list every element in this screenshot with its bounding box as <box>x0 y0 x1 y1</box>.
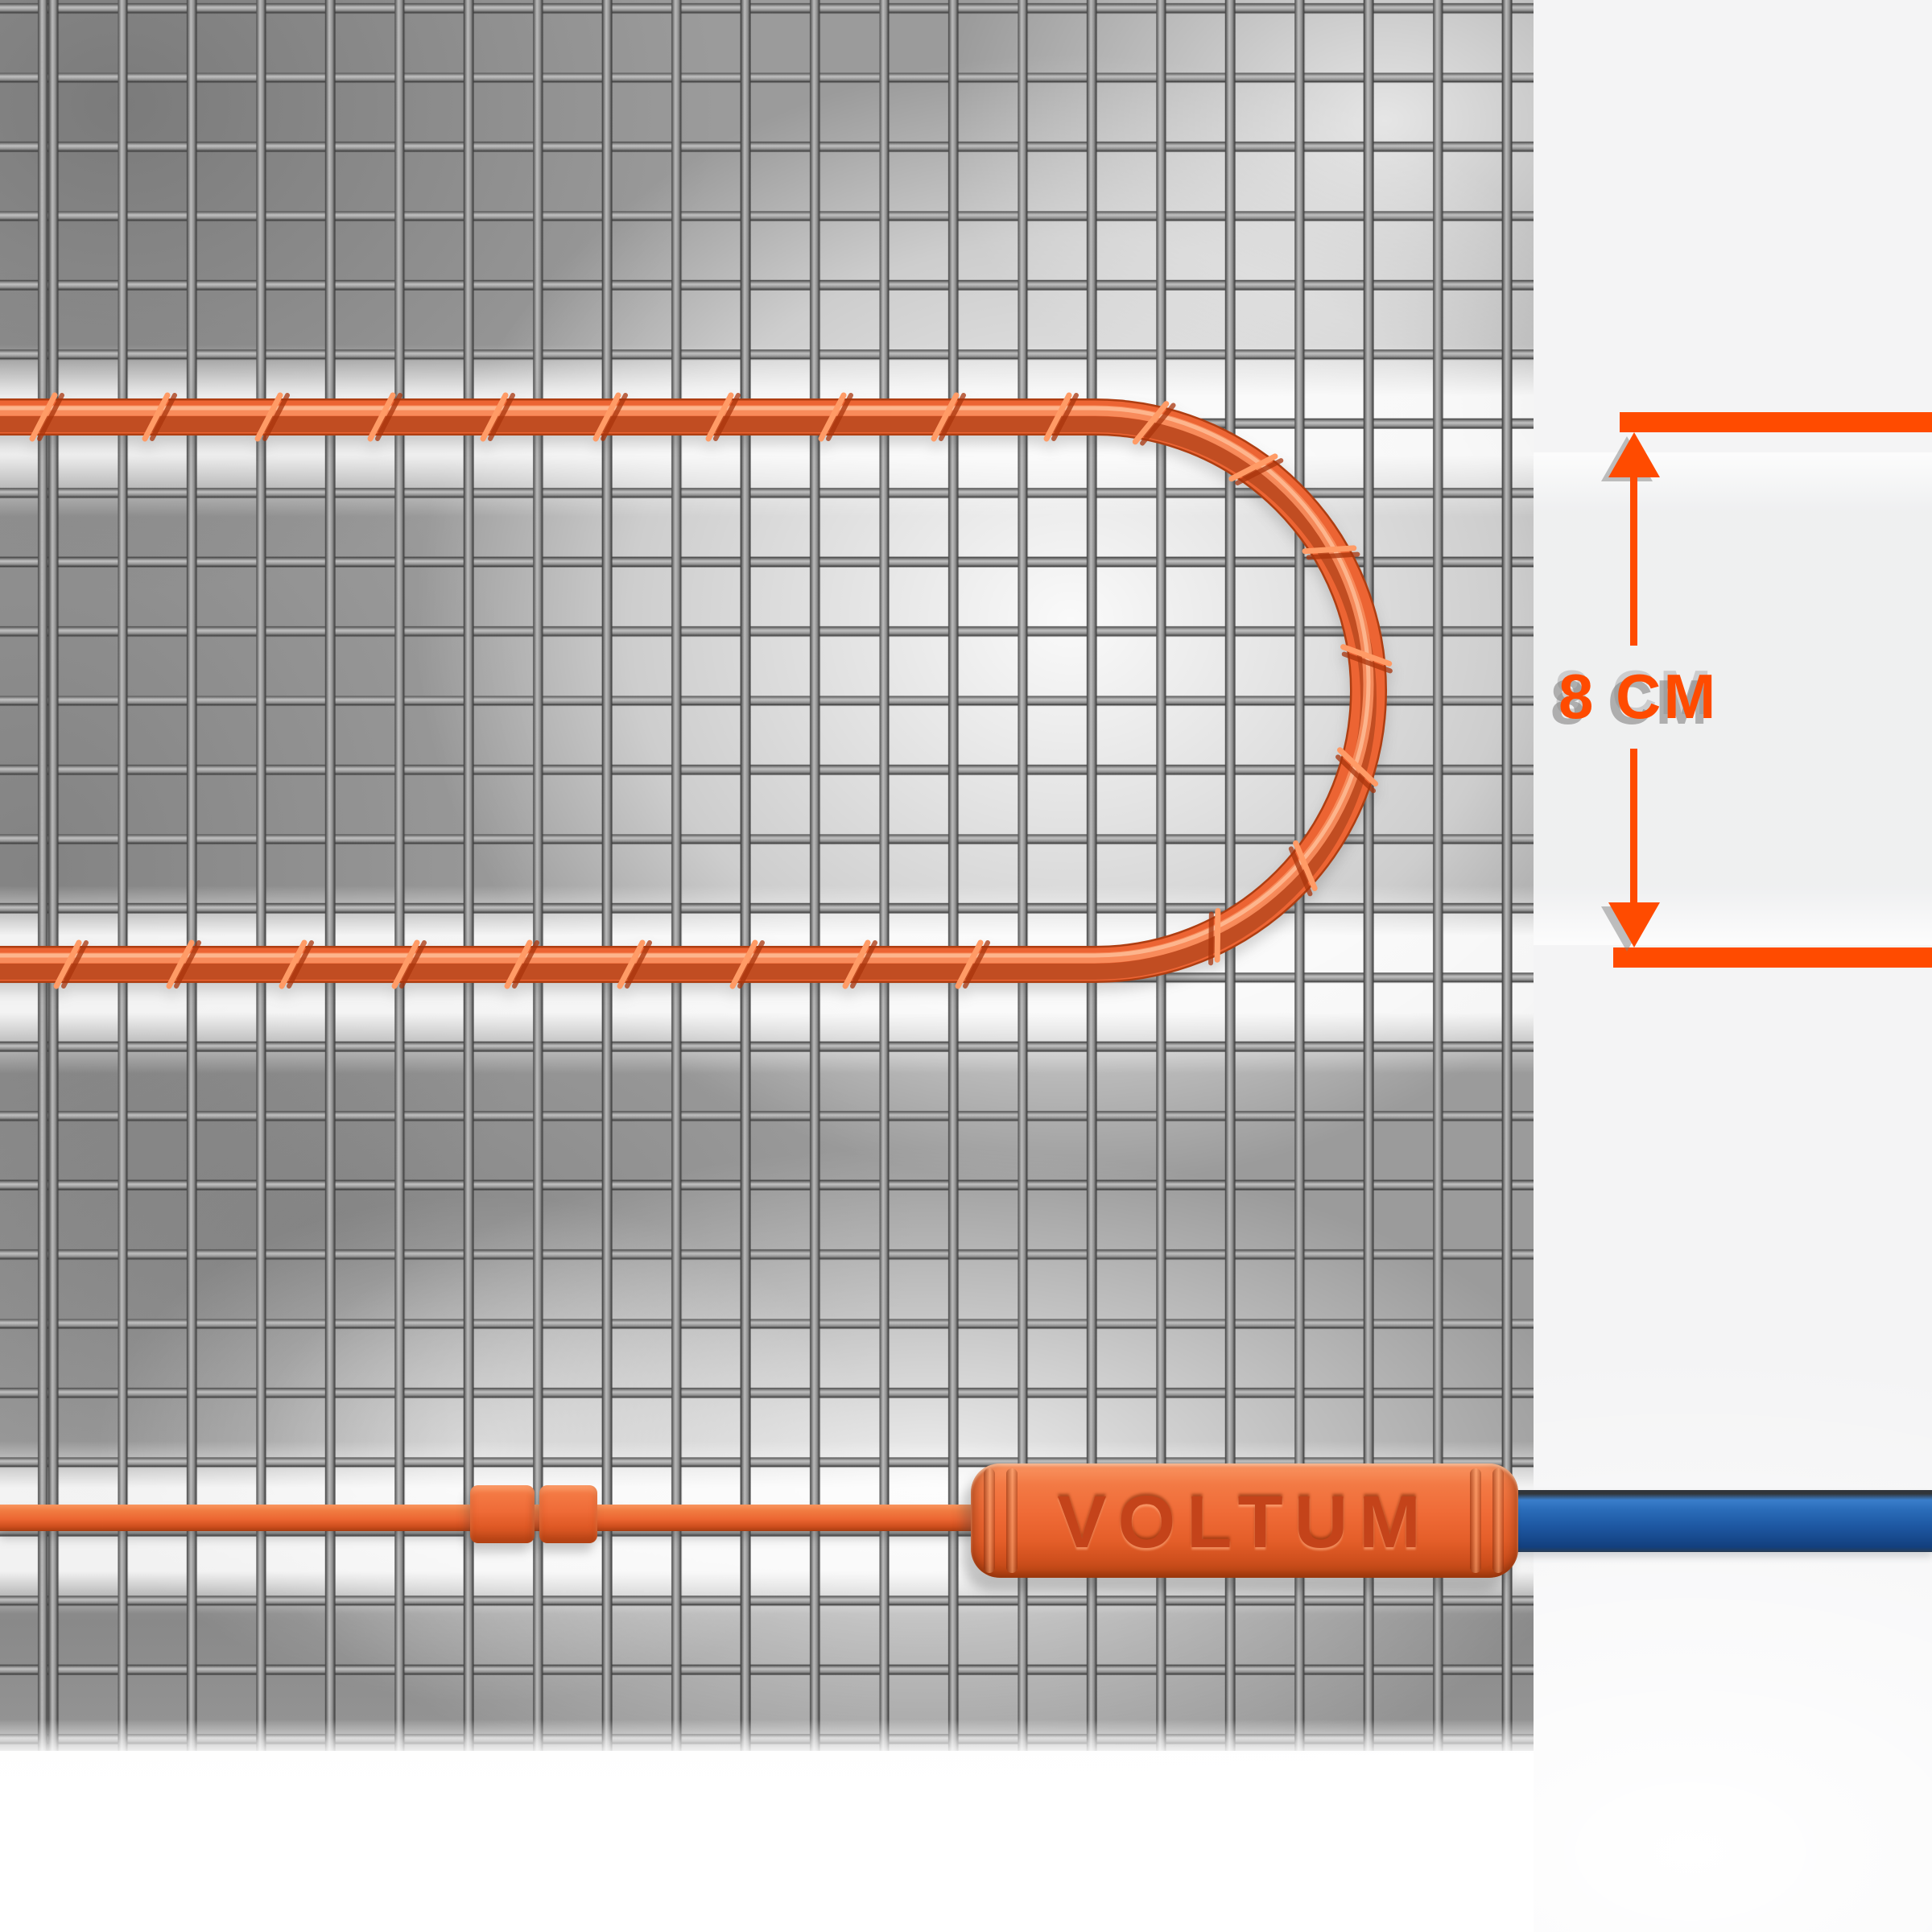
cable-clip-right-block <box>539 1485 597 1543</box>
brand-label: VOLTUM <box>1057 1481 1432 1563</box>
dimension-extension-line-lower <box>1630 749 1637 903</box>
cable-clip-left-block <box>470 1485 535 1543</box>
connector-rib <box>984 1468 995 1573</box>
power-cord <box>1510 1490 1932 1552</box>
dimension-label: 8 CM <box>1558 661 1719 732</box>
cable-spiral-ridges <box>29 392 1393 989</box>
connector-rib <box>1492 1468 1504 1573</box>
connector-rib <box>1470 1468 1481 1573</box>
dimension-bar-top <box>1620 412 1932 432</box>
voltum-connector: VOLTUM <box>971 1463 1518 1578</box>
dimension-extension-line-upper <box>1630 476 1637 646</box>
dimension-bar-bottom <box>1613 947 1932 968</box>
below-mesh-fade <box>0 1719 1534 1932</box>
connector-rib <box>1006 1468 1018 1573</box>
dimension-arrowhead-down-icon <box>1608 902 1660 947</box>
dimension-arrowhead-up-icon <box>1608 432 1660 477</box>
dimension-background-strip <box>1534 452 1932 945</box>
heating-cable <box>0 392 1393 989</box>
